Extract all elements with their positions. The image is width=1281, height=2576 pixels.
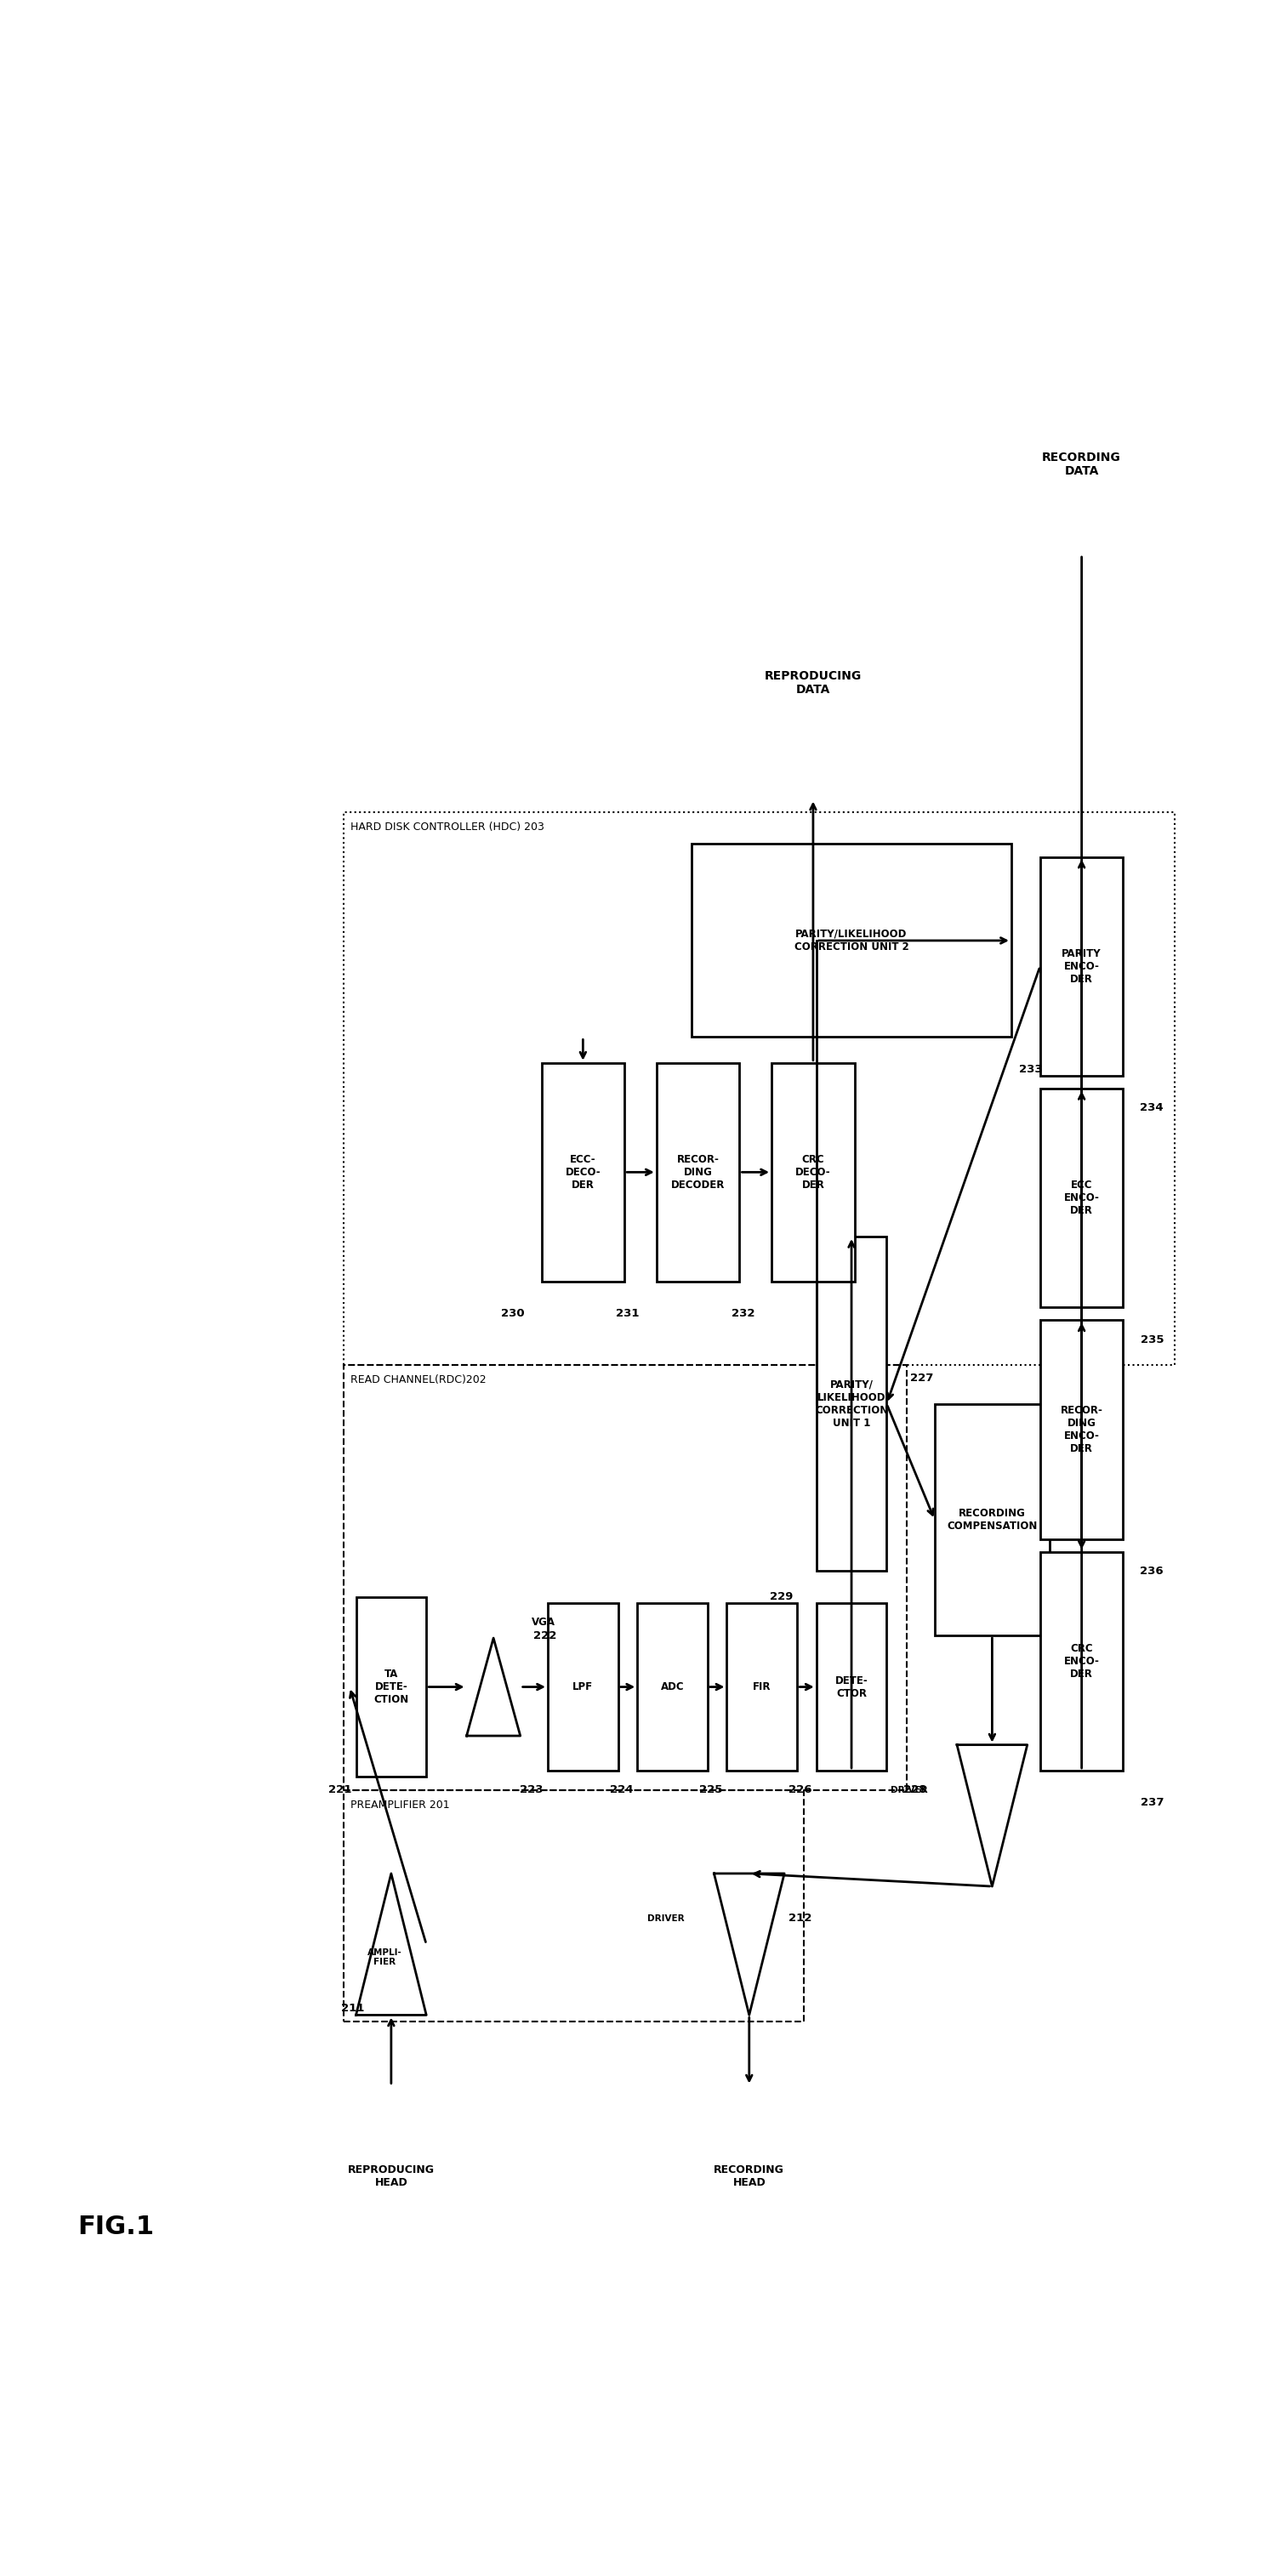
Text: DRIVER: DRIVER bbox=[890, 1785, 927, 1793]
Text: 225: 225 bbox=[699, 1785, 722, 1795]
Bar bbox=[638, 1602, 707, 1770]
Text: RECORDING
HEAD: RECORDING HEAD bbox=[714, 2164, 784, 2187]
Text: 230: 230 bbox=[501, 1309, 524, 1319]
Text: CRC
ENCO-
DER: CRC ENCO- DER bbox=[1063, 1643, 1099, 1680]
Text: 229: 229 bbox=[770, 1592, 793, 1602]
Text: PARITY/LIKELIHOOD
CORRECTION UNIT 2: PARITY/LIKELIHOOD CORRECTION UNIT 2 bbox=[794, 930, 908, 953]
Text: 223: 223 bbox=[520, 1785, 543, 1795]
Text: 224: 224 bbox=[610, 1785, 633, 1795]
Text: HARD DISK CONTROLLER (HDC) 203: HARD DISK CONTROLLER (HDC) 203 bbox=[350, 822, 544, 832]
Text: RECORDING
COMPENSATION: RECORDING COMPENSATION bbox=[947, 1507, 1038, 1533]
Text: 231: 231 bbox=[616, 1309, 639, 1319]
Text: DRIVER: DRIVER bbox=[647, 1914, 684, 1922]
Text: ECC
ENCO-
DER: ECC ENCO- DER bbox=[1063, 1180, 1099, 1216]
Text: ADC: ADC bbox=[661, 1682, 684, 1692]
Text: REPRODUCING
DATA: REPRODUCING DATA bbox=[765, 670, 862, 696]
Text: PARITY/
LIKELIHOOD
CORRECTION
UNIT 1: PARITY/ LIKELIHOOD CORRECTION UNIT 1 bbox=[815, 1378, 888, 1430]
Text: RECORDING
DATA: RECORDING DATA bbox=[1043, 451, 1121, 477]
Bar bbox=[343, 1790, 804, 2022]
Text: FIR: FIR bbox=[753, 1682, 771, 1692]
Bar bbox=[1040, 1319, 1123, 1538]
Text: RECOR-
DING
DECODER: RECOR- DING DECODER bbox=[671, 1154, 725, 1190]
Text: LPF: LPF bbox=[573, 1682, 593, 1692]
Bar bbox=[816, 1236, 886, 1571]
Bar bbox=[935, 1404, 1049, 1636]
Bar bbox=[1040, 1551, 1123, 1770]
Bar bbox=[1040, 858, 1123, 1077]
Bar bbox=[656, 1064, 739, 1283]
Bar bbox=[1040, 1090, 1123, 1306]
Text: 226: 226 bbox=[789, 1785, 812, 1795]
Text: 222: 222 bbox=[533, 1631, 556, 1641]
Text: 212: 212 bbox=[789, 1914, 812, 1924]
Text: READ CHANNEL(RDC)202: READ CHANNEL(RDC)202 bbox=[350, 1376, 485, 1386]
Text: RECOR-
DING
ENCO-
DER: RECOR- DING ENCO- DER bbox=[1061, 1404, 1103, 1455]
Text: AMPLI-
FIER: AMPLI- FIER bbox=[368, 1947, 402, 1965]
Bar bbox=[343, 1365, 907, 1790]
Text: 232: 232 bbox=[731, 1309, 755, 1319]
Bar bbox=[542, 1064, 625, 1283]
Bar bbox=[816, 1602, 886, 1770]
Text: 235: 235 bbox=[1140, 1334, 1163, 1345]
Text: 211: 211 bbox=[341, 2004, 365, 2014]
Text: 236: 236 bbox=[1140, 1566, 1163, 1577]
Bar bbox=[356, 1597, 427, 1777]
Text: CRC
DECO-
DER: CRC DECO- DER bbox=[796, 1154, 831, 1190]
Text: 237: 237 bbox=[1140, 1798, 1163, 1808]
Text: 221: 221 bbox=[328, 1785, 352, 1795]
Text: TA
DETE-
CTION: TA DETE- CTION bbox=[374, 1669, 409, 1705]
Text: PARITY
ENCO-
DER: PARITY ENCO- DER bbox=[1062, 948, 1102, 984]
Text: PREAMPLIFIER 201: PREAMPLIFIER 201 bbox=[350, 1801, 450, 1811]
Text: DETE-
CTOR: DETE- CTOR bbox=[835, 1674, 869, 1698]
Bar bbox=[548, 1602, 619, 1770]
Bar bbox=[343, 811, 1175, 1365]
Bar bbox=[771, 1064, 854, 1283]
Text: 228: 228 bbox=[903, 1785, 927, 1795]
Text: VGA: VGA bbox=[532, 1618, 556, 1628]
Bar bbox=[726, 1602, 797, 1770]
Text: FIG.1: FIG.1 bbox=[78, 2215, 155, 2239]
Text: 227: 227 bbox=[911, 1373, 934, 1383]
Bar bbox=[692, 845, 1011, 1038]
Text: REPRODUCING
HEAD: REPRODUCING HEAD bbox=[347, 2164, 434, 2187]
Text: ECC-
DECO-
DER: ECC- DECO- DER bbox=[565, 1154, 601, 1190]
Text: 234: 234 bbox=[1140, 1103, 1163, 1113]
Text: 233: 233 bbox=[1018, 1064, 1043, 1074]
